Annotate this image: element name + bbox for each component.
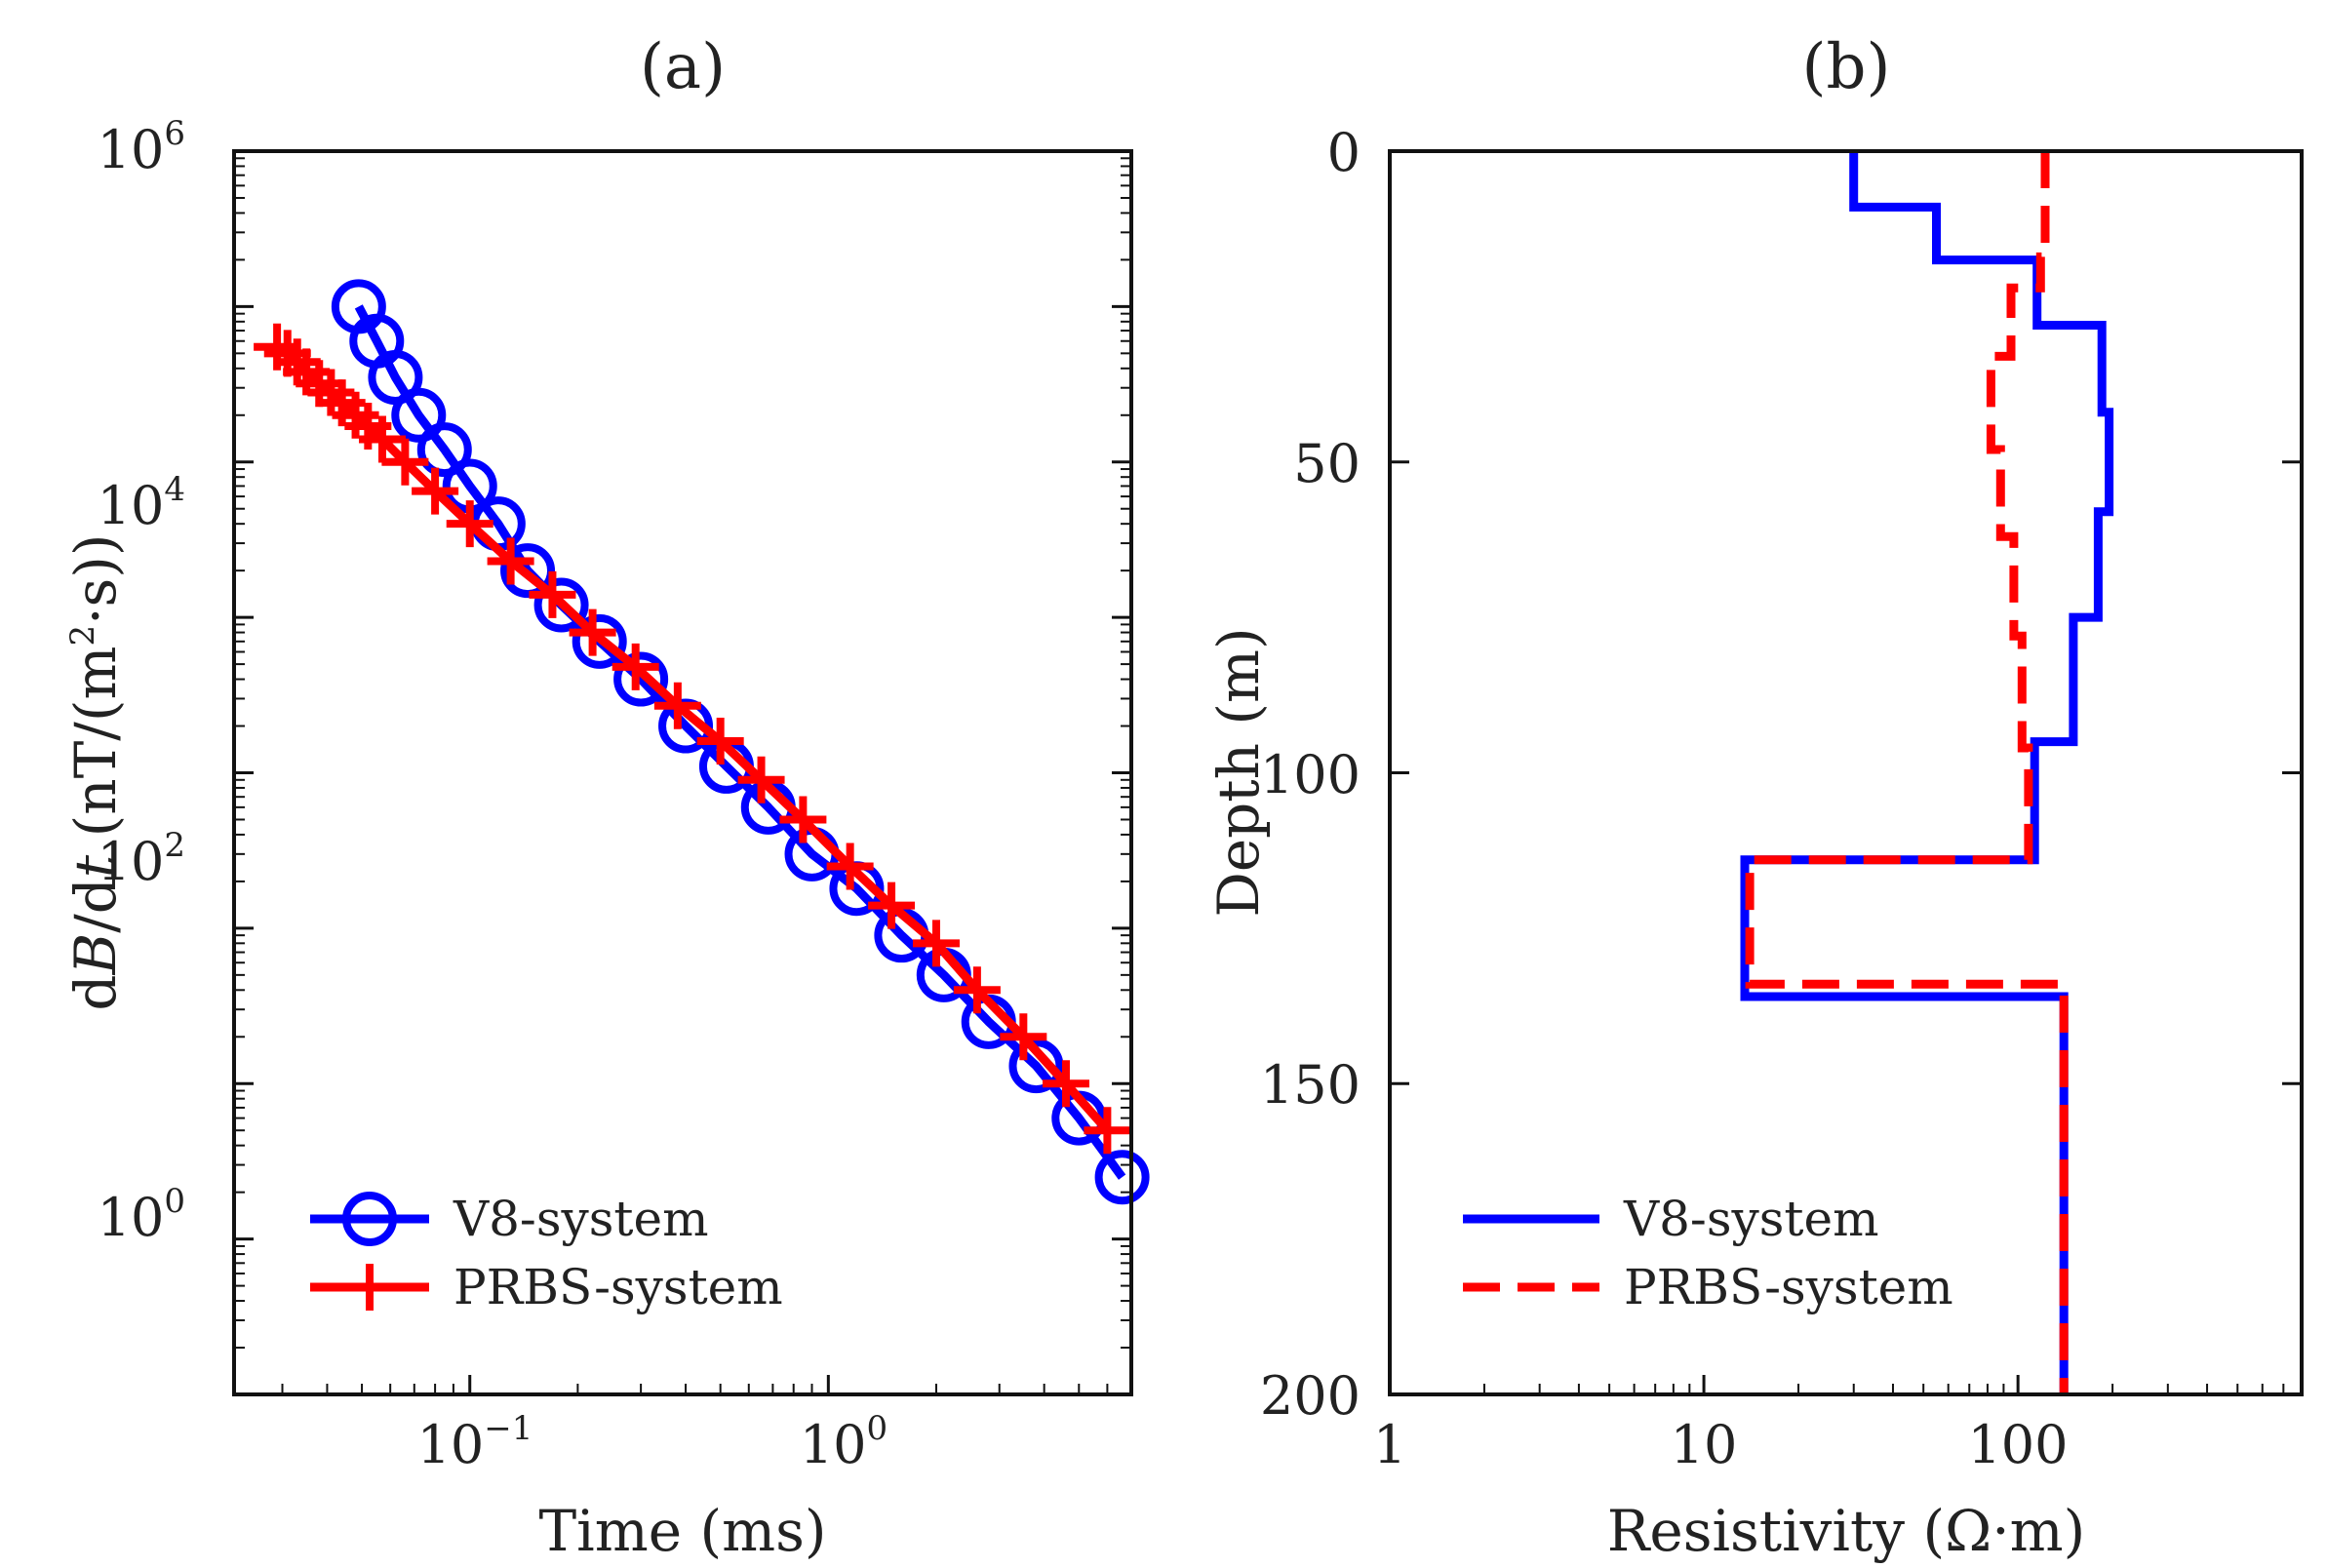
panel-a-ytick-label-1e6: 106: [98, 114, 185, 180]
panel-b-xtick-label-10: 10: [1671, 1414, 1738, 1475]
panel-a-legend-entry-prbs: PRBS-system: [310, 1259, 783, 1315]
prbs-data-point: [779, 796, 827, 843]
panel-b-xtick-label-100: 100: [1967, 1414, 2068, 1475]
prbs-data-point: [868, 882, 916, 929]
v8-data-point: [613, 651, 669, 707]
v8-data-point: [1094, 1150, 1150, 1205]
panel-b-xtick-label-1: 1: [1373, 1414, 1406, 1475]
panel-a-x-axis-label: Time (ms): [538, 1498, 826, 1564]
prbs-data-point: [696, 717, 744, 764]
panel-a-legend-entry-v8: V8-system: [310, 1191, 708, 1247]
resistivity-model-prbs: [1745, 151, 2069, 1394]
prbs-data-point: [1000, 1013, 1047, 1061]
prbs-data-point: [358, 415, 406, 463]
series-line-prbs: [274, 342, 1111, 1134]
prbs-data-point: [737, 756, 785, 804]
panel-b-legend-entry-v8: V8-system: [1463, 1191, 1878, 1247]
prbs-data-point: [953, 966, 1001, 1014]
panel-b-y-axis-label: Depth (m): [1205, 627, 1272, 917]
prbs-data-point: [487, 537, 534, 585]
panel-b-legend-label-v8: V8-system: [1623, 1191, 1878, 1247]
v8-data-point: [416, 422, 472, 478]
panel-a-ytick-label-1e0: 100: [98, 1182, 185, 1248]
prbs-data-point: [912, 920, 960, 967]
panel-a-legend-marker-circle-icon: [342, 1192, 397, 1246]
prbs-data-point: [569, 608, 616, 656]
panel-b-axes-frame: [1388, 149, 2304, 1396]
resistivity-model-v8: [1740, 151, 2114, 1394]
panel-b-ytick-label-150: 150: [1260, 1054, 1361, 1116]
prbs-data-point: [1042, 1060, 1089, 1108]
prbs-data-point: [529, 570, 576, 618]
prbs-data-point: [446, 500, 493, 548]
panel-b-ytick-label-0: 0: [1327, 122, 1361, 183]
panel-a-title: (a): [640, 31, 726, 103]
v8-data-point: [533, 577, 589, 633]
panel-b-ytick-label-200: 200: [1260, 1365, 1361, 1427]
panel-a-xtick-label-1e-1: 10−1: [417, 1409, 533, 1475]
prbs-data-point: [1084, 1107, 1131, 1155]
panel-b-legend: V8-system PRBS-system: [1463, 1191, 1953, 1315]
panel-b-series: [1740, 151, 2114, 1394]
panel-a-y-axis-label: dB/dt (nT/(m2·s)): [62, 533, 129, 1010]
v8-data-point: [391, 387, 447, 443]
panel-b-ytick-label-100: 100: [1260, 744, 1361, 805]
panel-a-axes-frame: [232, 149, 1133, 1396]
panel-a-xtick-label-1e0: 100: [800, 1409, 887, 1475]
panel-a-ytick-label-1e2: 102: [98, 826, 185, 892]
panel-b-x-axis-label: Resistivity (Ω·m): [1607, 1498, 2086, 1564]
panel-b-ytick-label-50: 50: [1293, 433, 1361, 494]
panel-a-dbdt-vs-time: (a) 106 104 102 100 10−1 100 Time (ms) d…: [62, 31, 1150, 1564]
prbs-data-point: [381, 438, 429, 486]
panel-a-legend-label-v8: V8-system: [453, 1191, 708, 1247]
panel-a-legend-marker-plus-icon: [346, 1264, 393, 1311]
panel-b-depth-vs-resistivity: (b) 0 50 100 150 200 1 10 100 Resistivit…: [1205, 31, 2304, 1564]
prbs-data-point: [273, 338, 321, 386]
prbs-data-point: [307, 369, 355, 416]
prbs-data-point: [653, 682, 701, 729]
prbs-data-point: [826, 843, 874, 890]
v8-data-point: [572, 613, 627, 669]
v8-data-point: [368, 350, 423, 406]
panel-b-legend-entry-prbs: PRBS-system: [1463, 1259, 1953, 1315]
v8-data-point: [1008, 1039, 1064, 1094]
v8-data-point: [500, 543, 556, 599]
panel-b-legend-label-prbs: PRBS-system: [1624, 1259, 1953, 1315]
panel-a-series: [254, 279, 1150, 1205]
panel-a-legend-label-prbs: PRBS-system: [454, 1259, 783, 1315]
prbs-data-point: [611, 643, 659, 690]
panel-b-title: (b): [1802, 31, 1891, 103]
prbs-data-point: [412, 467, 459, 515]
panel-a-legend: V8-system PRBS-system: [310, 1191, 783, 1315]
panel-a-ytick-label-1e4: 104: [98, 470, 185, 536]
